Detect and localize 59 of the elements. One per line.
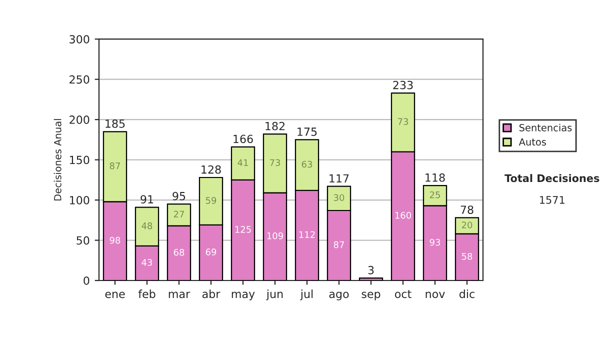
total-label: 118: [426, 173, 445, 182]
data-label: 73: [398, 118, 408, 125]
data-label: 109: [267, 232, 283, 240]
x-tick-label: ene: [105, 292, 125, 298]
total-label: 182: [266, 122, 284, 130]
x-tick-label: oct: [394, 290, 412, 298]
total-label: 128: [202, 165, 221, 174]
data-label: 98: [110, 236, 120, 244]
total-label: 3: [368, 266, 374, 274]
data-label: 93: [430, 238, 440, 246]
y-tick-label: 50: [76, 236, 90, 245]
data-label: 25: [430, 191, 440, 198]
x-tick-label: abr: [202, 290, 220, 298]
x-tick-label: ago: [329, 292, 349, 300]
text: Total Decisiones: [504, 174, 600, 182]
y-tick-label: 300: [70, 35, 90, 44]
data-label: 160: [395, 212, 412, 219]
data-label: 41: [238, 159, 248, 166]
x-tick-label: nov: [426, 292, 445, 298]
data-label: 69: [206, 248, 216, 256]
data-label: 63: [302, 160, 312, 168]
data-label: 43: [142, 258, 152, 266]
data-label: 87: [110, 162, 120, 170]
x-tick-label: mar: [168, 292, 190, 298]
data-label: 27: [174, 210, 184, 218]
x-tick-label: may: [232, 292, 255, 300]
data-label: 112: [299, 231, 315, 238]
y-tick-label: 0: [84, 276, 90, 285]
data-label: 59: [206, 197, 216, 204]
data-label: 68: [174, 248, 184, 256]
y-axis-title: Decisiones Anual: [54, 119, 62, 200]
y-tick-label: 250: [70, 75, 90, 84]
total-label: 166: [234, 134, 253, 144]
data-label: 87: [334, 241, 344, 248]
x-tick-label: jul: [300, 290, 313, 300]
legend-label: Sentencias: [519, 124, 572, 132]
x-tick-label: dic: [459, 290, 474, 298]
y-tick-label: 150: [70, 156, 90, 164]
total-label: 117: [330, 174, 349, 182]
data-label: 58: [462, 252, 472, 260]
total-label: 175: [298, 128, 317, 136]
data-label: 48: [142, 222, 152, 230]
total-label: 78: [460, 206, 474, 214]
y-tick-label: 100: [70, 196, 90, 204]
total-label: 233: [393, 80, 413, 90]
total-label: 95: [172, 192, 186, 200]
x-tick-label: feb: [138, 290, 156, 298]
text: 1571: [540, 196, 564, 204]
data-label: 20: [462, 222, 472, 228]
legend-label: Autos: [518, 138, 546, 146]
x-tick-label: sep: [362, 292, 380, 300]
bar: [358, 278, 384, 280]
y-tick-label: 200: [70, 116, 90, 124]
data-label: 73: [270, 159, 280, 166]
data-label: 30: [334, 194, 344, 202]
x-tick-label: jun: [266, 290, 283, 300]
total-label: 185: [106, 119, 125, 128]
total-label: 91: [140, 195, 154, 204]
data-label: 125: [235, 226, 251, 233]
